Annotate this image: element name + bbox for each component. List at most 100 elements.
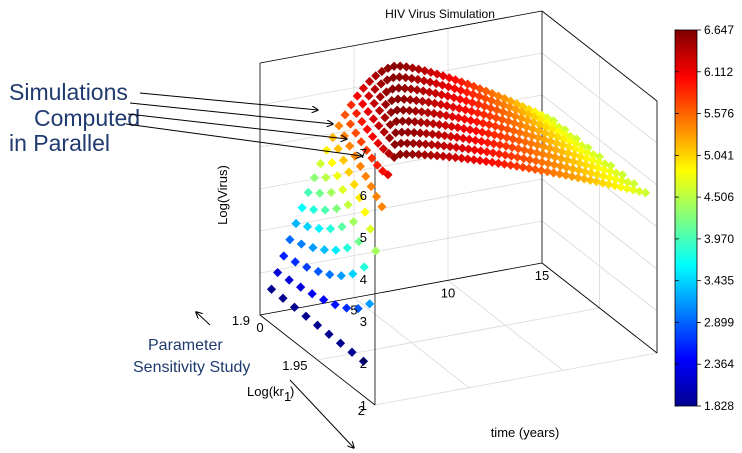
data-point [450,152,461,163]
data-point [420,150,430,160]
data-point [407,73,417,84]
data-point [504,109,514,119]
data-point [522,122,532,132]
data-point [325,224,336,234]
data-point [338,185,348,195]
colorbar-tick-label: 3.970 [704,232,734,246]
parallel-arrow-3 [127,113,347,139]
data-point [371,246,381,256]
data-point [502,124,513,134]
data-point [361,171,371,181]
colorbar-tick-label: 6.112 [704,65,733,79]
data-point [460,114,470,124]
data-point [302,262,312,272]
data-point [435,109,445,120]
data-point [430,98,440,108]
z-tick-label: 6 [360,188,367,203]
data-point [441,110,451,121]
data-point [561,162,572,173]
data-point [413,74,423,85]
z-tick-label: 7 [360,146,367,161]
data-point [480,93,490,103]
data-point [498,107,508,117]
data-point [597,178,608,188]
data-point [565,136,575,146]
data-point [416,117,426,127]
data-point [432,151,442,161]
data-point [482,147,492,157]
data-point [515,120,526,130]
data-point [440,120,451,131]
data-point [347,347,357,357]
y-tick-label: 2 [358,403,365,418]
z-tick-label: 5 [360,230,367,245]
y-tick-label: 1.9 [232,313,250,328]
data-point [585,175,595,185]
data-point [549,160,559,170]
data-point [308,242,318,253]
data-point [462,87,472,97]
data-point [401,62,411,72]
data-point [531,156,541,166]
data-point [358,99,368,109]
data-point [377,66,387,77]
data-point [383,170,393,180]
data-point [494,149,504,159]
data-point [553,127,563,137]
data-point [579,174,589,184]
data-point [519,153,529,164]
data-point [463,79,473,89]
data-point [315,158,326,169]
data-point [415,128,425,138]
data-point [381,87,392,97]
data-point [375,92,385,102]
annotation-in-parallel: in Parallel [9,130,110,156]
data-point [460,105,470,115]
data-point [542,167,553,177]
data-point [361,145,372,155]
data-point [547,124,557,134]
data-point [575,152,585,162]
data-point [556,154,566,164]
data-point [534,126,544,136]
data-point [367,153,377,163]
y-axis-label-close: ) [290,384,294,399]
data-point [321,172,331,183]
data-point [345,119,356,129]
sensitivity-arrow-down [289,379,354,448]
data-point [479,101,490,111]
data-point [381,99,391,110]
data-point [436,99,446,110]
data-point [532,148,542,158]
data-point [538,149,548,159]
data-point [456,153,467,163]
data-point [443,91,453,101]
data-point [484,120,494,130]
data-point [366,181,376,192]
data-point [309,173,320,183]
z-tick-label: 3 [360,314,367,329]
data-point [442,101,452,111]
data-point [358,356,369,366]
z-tick-label: 2 [360,356,367,371]
colorbar-tick-label: 1.828 [704,399,734,413]
data-point [573,173,583,183]
data-point [346,100,356,110]
sensitivity-annotation: Parameter Sensitivity Study [133,312,354,448]
data-point [357,116,367,127]
data-point [535,120,545,130]
data-point [431,78,441,89]
data-point [518,162,528,172]
data-point [508,134,518,144]
data-point [322,145,332,155]
data-point [453,122,463,133]
data-point [499,100,509,110]
grid-line-y [317,307,600,361]
data-point [421,128,431,139]
data-point [348,217,359,227]
data-point [297,203,307,213]
data-point [411,95,421,106]
data-point [513,144,523,154]
data-point [466,106,477,116]
data-point [384,133,395,143]
